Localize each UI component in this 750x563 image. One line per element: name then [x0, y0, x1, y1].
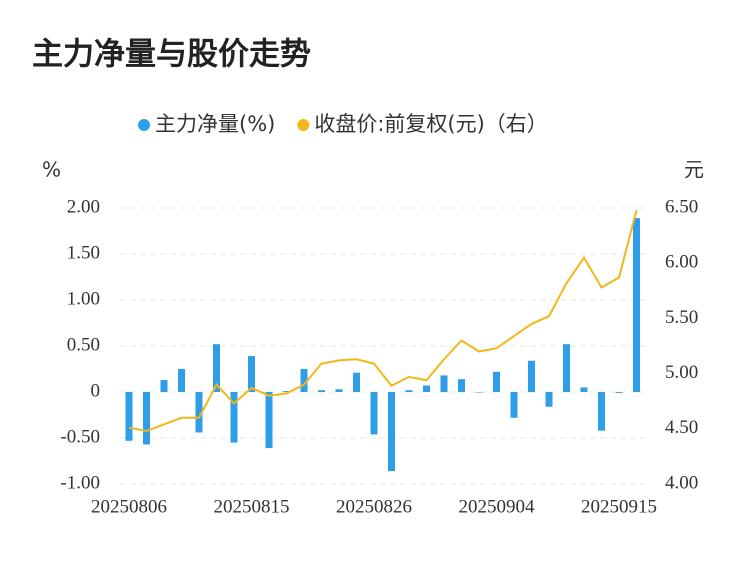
y2-axis-label: 元 [684, 158, 704, 182]
chart-title: 主力净量与股价走势 [32, 37, 311, 73]
bar [405, 390, 413, 392]
bar [388, 392, 395, 472]
y-tick-label: -1.00 [60, 472, 100, 493]
bar [580, 387, 588, 392]
bar [370, 392, 378, 435]
bar [248, 356, 255, 392]
x-tick-label: 20250826 [336, 496, 412, 517]
bar [178, 369, 185, 392]
y2-tick-label: 5.50 [665, 307, 698, 328]
y-tick-label: 0 [91, 380, 101, 401]
bar [510, 392, 518, 418]
bar [475, 392, 483, 393]
bar [213, 344, 220, 392]
y2-tick-label: 6.50 [665, 196, 698, 217]
bar [265, 392, 273, 449]
x-tick-label: 20250806 [91, 496, 167, 517]
bar [353, 372, 360, 392]
bar [335, 389, 343, 392]
y2-tick-label: 5.00 [665, 362, 698, 383]
bar [493, 371, 500, 392]
bar [160, 380, 168, 392]
bar [195, 392, 203, 433]
bar [458, 379, 465, 392]
bar [318, 390, 325, 392]
y2-tick-label: 6.00 [665, 252, 698, 273]
bar [615, 392, 623, 393]
bar [300, 369, 308, 392]
bar [598, 392, 605, 431]
bar [440, 375, 448, 392]
y-axis-label: % [42, 158, 61, 182]
bar [563, 344, 570, 392]
legend-marker [297, 119, 310, 131]
y-tick-label: 1.50 [67, 242, 100, 263]
x-tick-label: 20250915 [581, 496, 657, 517]
bar [545, 392, 553, 407]
y2-tick-label: 4.00 [665, 472, 698, 493]
legend-label: 主力净量(%) [155, 112, 275, 136]
bar [283, 391, 290, 392]
y-tick-label: 2.00 [67, 196, 100, 217]
legend-label: 收盘价:前复权(元)（右） [314, 112, 547, 136]
bar [633, 218, 640, 392]
x-tick-label: 20250904 [459, 496, 536, 517]
bar [423, 385, 430, 392]
line [128, 209, 638, 433]
y-tick-label: 0.50 [67, 334, 100, 355]
y-tick-label: -0.50 [60, 426, 100, 447]
x-tick-label: 20250815 [214, 496, 290, 517]
y2-tick-label: 4.50 [665, 417, 698, 438]
bar [143, 392, 150, 445]
bar [125, 392, 133, 441]
y-tick-label: 1.00 [67, 288, 100, 309]
bar [528, 360, 535, 392]
legend-marker [138, 119, 150, 131]
bar [230, 392, 238, 443]
